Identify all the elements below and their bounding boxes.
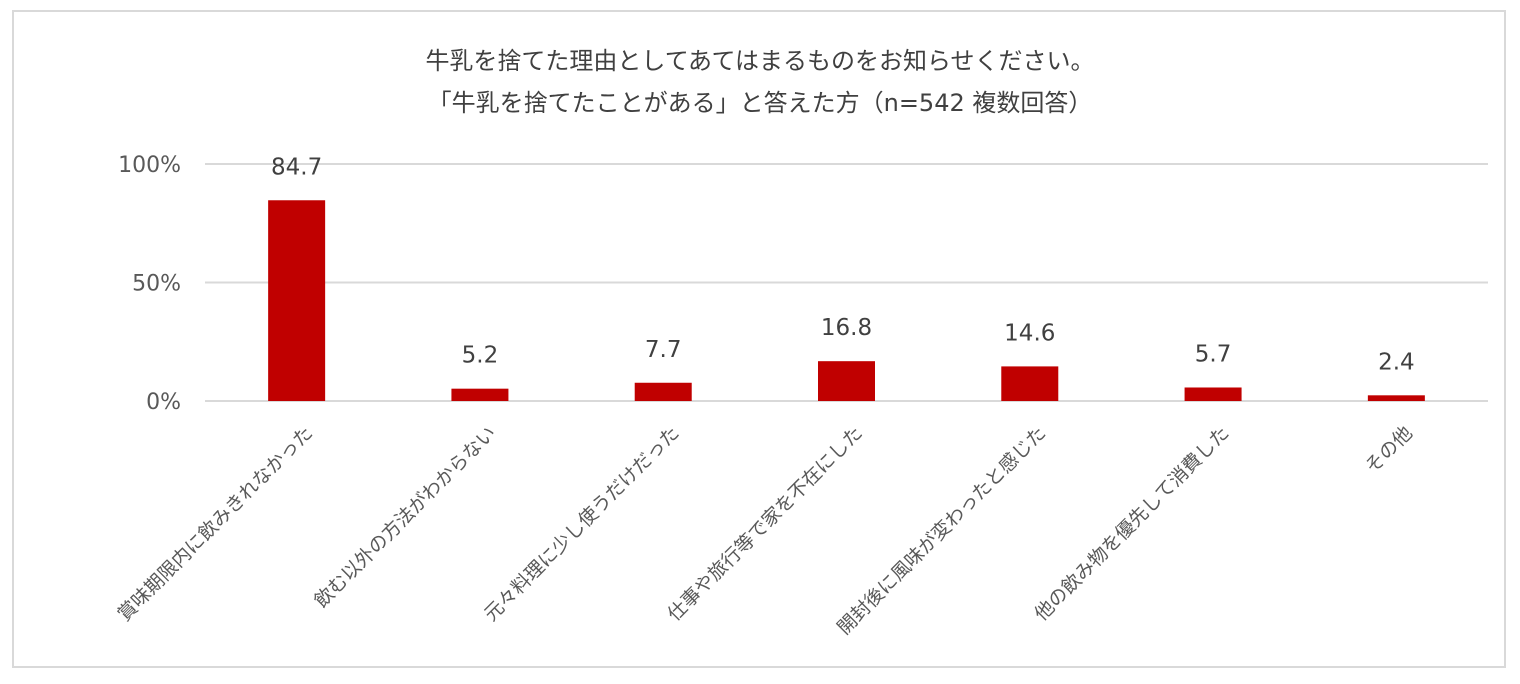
data-label: 14.6 xyxy=(1004,320,1055,346)
y-tick-label: 0% xyxy=(146,390,181,415)
x-tick-label: 賞味期限内に飲みきれなかった xyxy=(114,422,318,626)
data-label: 5.7 xyxy=(1195,341,1232,367)
data-label: 84.7 xyxy=(271,154,322,180)
bar xyxy=(451,388,509,401)
bar xyxy=(1367,395,1425,401)
data-label: 5.2 xyxy=(462,343,499,369)
x-tick-label: 開封後に風味が変わったと感じた xyxy=(833,422,1050,639)
data-label: 16.8 xyxy=(821,315,872,341)
bar xyxy=(1001,366,1059,401)
y-tick-label: 100% xyxy=(118,153,181,178)
x-tick-label: 飲む以外の方法がわからない xyxy=(310,422,500,612)
bar xyxy=(818,361,875,401)
chart-subtitle: 「牛乳を捨てたことがある」と答えた方（n=542 複数回答） xyxy=(427,89,1093,117)
x-tick-label: 他の飲み物を優先して消費した xyxy=(1030,422,1233,625)
bar xyxy=(268,200,326,401)
data-label: 2.4 xyxy=(1378,349,1415,375)
data-label: 7.7 xyxy=(645,337,682,363)
chart-title-block: 牛乳を捨てた理由としてあてはまるものをお知らせください。 「牛乳を捨てたことがあ… xyxy=(0,40,1520,124)
data-labels: 84.7 5.2 7.7 16.8 14.6 5.7 2.4 xyxy=(271,154,1415,375)
bar xyxy=(634,382,692,401)
bar xyxy=(1184,387,1242,401)
x-tick-label: 仕事や旅行等で家を不在にした xyxy=(663,422,867,626)
chart-frame xyxy=(12,10,1506,668)
x-tick-label: その他 xyxy=(1361,422,1417,478)
x-tick-label: 元々料理に少し使うだけだった xyxy=(480,422,684,626)
chart-title: 牛乳を捨てた理由としてあてはまるものをお知らせください。 xyxy=(425,47,1095,75)
bars xyxy=(268,200,1425,401)
y-tick-label: 50% xyxy=(132,272,181,297)
x-axis-labels: 賞味期限内に飲みきれなかった飲む以外の方法がわからない元々料理に少し使うだけだっ… xyxy=(114,422,1417,639)
y-axis-ticks: 0% 50% 100% xyxy=(118,153,181,415)
